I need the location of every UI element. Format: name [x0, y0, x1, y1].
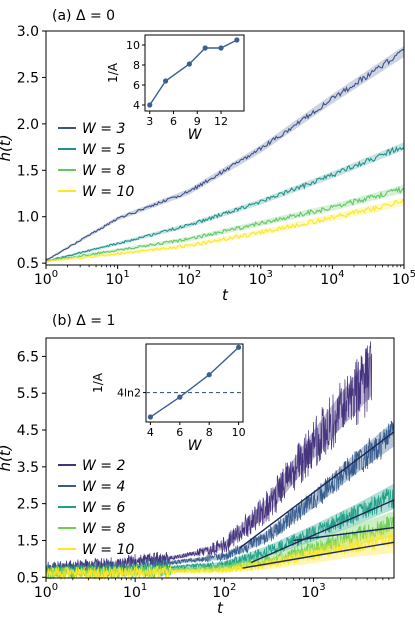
inset-point [186, 61, 192, 67]
x-tick-label: 101 [123, 582, 147, 601]
inset-x-axis-label: W [188, 127, 203, 143]
inset-point [147, 102, 153, 108]
series-band-W=10 [46, 527, 394, 576]
series-band-W=8 [46, 184, 404, 263]
series-line-W=5 [45, 145, 405, 263]
inset-line [149, 39, 238, 106]
x-tick-label: 103 [249, 269, 273, 288]
x-tick-label: 105 [392, 269, 415, 288]
series-line-W=10 [45, 199, 405, 263]
x-axis-label: t [217, 599, 224, 617]
legend-label: W = 8 [82, 521, 125, 537]
x-tick-label: 103 [301, 582, 325, 601]
inset-point [147, 414, 154, 420]
panel-b-label: (b) Δ = 1 [52, 313, 115, 329]
inset-x-tick-label: 6 [170, 115, 177, 128]
series-line-W=4 [45, 420, 395, 577]
inset-y-tick-label: 4 [133, 99, 140, 112]
legend-label: W = 10 [82, 542, 134, 558]
inset-x-tick-label: 9 [194, 115, 201, 128]
inset-point [202, 45, 208, 51]
inset-y-axis-label: 1/A [106, 62, 120, 83]
inset-point [234, 37, 240, 43]
inset-x-tick-label: 10 [232, 426, 246, 439]
legend-label: W = 4 [82, 479, 125, 495]
y-tick-label: 1.5 [17, 533, 39, 549]
x-tick-label: 102 [177, 269, 201, 288]
inset-point [235, 344, 242, 350]
fit-line-1 [250, 499, 395, 564]
x-axis-label: t [222, 286, 229, 304]
y-axis-label: h(t) [0, 444, 14, 471]
x-tick-label: 100 [34, 582, 58, 601]
inset-point [177, 394, 183, 400]
legend-label: W = 3 [82, 121, 125, 137]
fit-line-0 [239, 431, 395, 549]
x-tick-label: 104 [320, 269, 344, 288]
fit-line-2 [293, 526, 395, 542]
y-tick-label: 4.5 [17, 423, 39, 439]
inset-y-axis-label: 1/A [91, 372, 105, 393]
inset-x-tick-label: 8 [206, 426, 213, 439]
inset-x-axis-label: W [188, 438, 203, 454]
inset-line [150, 346, 240, 418]
inset-y-tick-label: 6 [133, 79, 140, 92]
x-tick-label: 101 [105, 269, 129, 288]
y-tick-label: 2.5 [17, 497, 39, 513]
legend-label: W = 6 [82, 500, 125, 516]
x-tick-label: 100 [34, 269, 58, 288]
y-tick-label: 5.5 [17, 386, 39, 402]
y-tick-label: 3.0 [17, 24, 39, 40]
y-tick-label: 1.0 [17, 210, 39, 226]
series-line-W=3 [45, 48, 405, 262]
series-band-W=6 [46, 483, 394, 574]
legend-label: W = 5 [82, 142, 125, 158]
legend-label: W = 8 [82, 163, 125, 179]
axes-frame [45, 30, 405, 266]
legend-label: W = 10 [82, 184, 134, 200]
inset-x-tick-label: 4 [147, 426, 154, 439]
y-tick-label: 0.5 [17, 570, 39, 586]
inset-point [162, 78, 169, 84]
y-tick-label: 0.5 [17, 256, 39, 272]
inset-point [206, 372, 212, 378]
inset-x-tick-label: 3 [146, 115, 153, 128]
inset-x-tick-label: 12 [214, 115, 228, 128]
y-tick-label: 3.5 [17, 460, 39, 476]
panel-a-label: (a) Δ = 0 [52, 8, 115, 24]
series-band-W=8 [46, 511, 394, 575]
fit-line-3 [242, 541, 395, 569]
y-tick-label: 2.5 [17, 70, 39, 86]
inset-y-tick-label: 4ln2 [117, 387, 141, 400]
series-line-W=8 [45, 185, 405, 263]
panel-b: (b) Δ = 1 100 101 102 103 0.5 1.5 2.5 3.5 4.5 5.5 6… [0, 313, 395, 617]
series-band-W=3 [46, 45, 404, 262]
y-tick-label: 2.0 [17, 117, 39, 133]
y-tick-label: 1.5 [17, 163, 39, 179]
inset-frame [144, 34, 245, 112]
inset-y-tick-label: 10 [126, 39, 140, 52]
y-tick-label: 6.5 [17, 349, 39, 365]
legend-label: W = 2 [82, 458, 125, 474]
x-tick-label: 102 [212, 582, 236, 601]
y-axis-label: h(t) [0, 134, 14, 161]
inset-point [218, 45, 224, 51]
inset-y-tick-label: 8 [133, 59, 140, 72]
inset-x-tick-label: 6 [176, 426, 183, 439]
